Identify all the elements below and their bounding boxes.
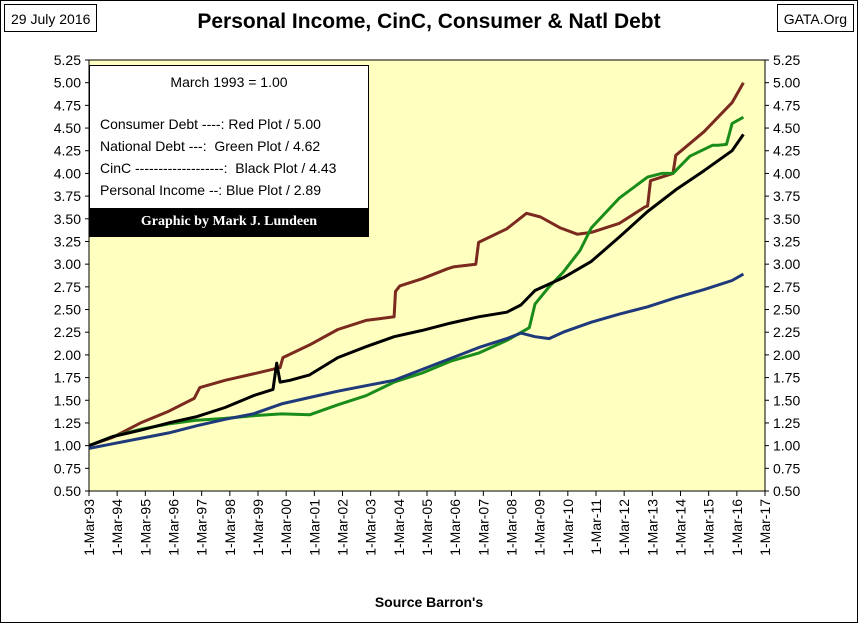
y-tick-label-left: 4.75 <box>54 97 81 113</box>
y-tick-label-right: 4.75 <box>773 97 800 113</box>
y-tick-label-right: 3.25 <box>773 233 800 249</box>
y-tick-label-left: 1.75 <box>54 370 81 386</box>
y-tick-label-right: 3.00 <box>773 256 800 272</box>
y-tick-label-left: 2.50 <box>54 302 81 318</box>
y-tick-label-right: 4.25 <box>773 143 800 159</box>
x-tick-label: 1-Mar-94 <box>109 499 125 556</box>
series-line-personal-income <box>88 272 745 450</box>
y-tick-label-right: 4.00 <box>773 165 800 181</box>
y-tick-label-left: 3.50 <box>54 211 81 227</box>
y-tick-label-left: 1.50 <box>54 392 81 408</box>
x-tick-label: 1-Mar-14 <box>673 499 689 556</box>
x-tick-label: 1-Mar-95 <box>137 499 153 556</box>
x-tick-label: 1-Mar-07 <box>475 499 491 556</box>
x-tick-label: 1-Mar-09 <box>532 499 548 556</box>
x-tick-label: 1-Mar-08 <box>504 499 520 556</box>
legend-entry-national-debt: National Debt ---: Green Plot / 4.62 <box>100 138 321 154</box>
y-tick-label-right: 1.50 <box>773 392 800 408</box>
y-tick-label-right: 1.25 <box>773 415 800 431</box>
y-tick-label-left: 3.75 <box>54 188 81 204</box>
x-tick-label: 1-Mar-02 <box>335 499 351 556</box>
x-axis: 1-Mar-93 1-Mar-94 1-Mar-95 1-Mar-96 1-Mar-97… <box>81 491 773 556</box>
y-tick-label-left: 4.25 <box>54 143 81 159</box>
y-tick-label-left: 5.00 <box>54 75 81 91</box>
y-tick-label-right: 5.25 <box>773 52 800 68</box>
x-tick-label: 1-Mar-12 <box>616 499 632 556</box>
x-tick-label: 1-Mar-13 <box>644 499 660 556</box>
y-tick-label-right: 0.75 <box>773 460 800 476</box>
x-tick-label: 1-Mar-00 <box>278 499 294 556</box>
y-axis-left: 0.50 0.75 1.00 1.25 1.50 1.75 2.00 2.25 2.50 2.75… <box>54 52 89 499</box>
y-tick-label-right: 3.75 <box>773 188 800 204</box>
x-tick-label: 1-Mar-04 <box>391 499 407 556</box>
x-tick-label: 1-Mar-10 <box>560 499 576 556</box>
y-tick-label-left: 1.25 <box>54 415 81 431</box>
x-tick-label: 1-Mar-17 <box>757 499 773 556</box>
y-tick-label-left: 3.00 <box>54 256 81 272</box>
y-tick-label-right: 2.00 <box>773 347 800 363</box>
y-tick-label-right: 3.50 <box>773 211 800 227</box>
x-tick-label: 1-Mar-06 <box>447 499 463 556</box>
legend-heading: March 1993 = 1.00 <box>170 74 288 90</box>
y-tick-label-right: 2.75 <box>773 279 800 295</box>
y-tick-label-right: 2.50 <box>773 302 800 318</box>
series-line-cinc <box>88 133 745 448</box>
y-tick-label-right: 4.50 <box>773 120 800 136</box>
y-tick-label-left: 5.25 <box>54 52 81 68</box>
x-tick-label: 1-Mar-97 <box>194 499 210 556</box>
x-tick-label: 1-Mar-15 <box>701 499 717 556</box>
y-tick-label-left: 1.00 <box>54 438 81 454</box>
x-axis-label: Source Barron's <box>374 594 484 610</box>
x-tick-label: 1-Mar-93 <box>81 499 97 556</box>
y-tick-label-right: 2.25 <box>773 324 800 340</box>
y-tick-label-right: 5.00 <box>773 75 800 91</box>
legend-entry-consumer-debt: Consumer Debt ----: Red Plot / 5.00 <box>100 116 321 132</box>
x-tick-label: 1-Mar-05 <box>419 499 435 556</box>
y-tick-label-right: 0.50 <box>773 483 800 499</box>
y-tick-label-left: 2.25 <box>54 324 81 340</box>
series-group <box>88 81 745 450</box>
x-tick-label: 1-Mar-98 <box>222 499 238 556</box>
chart-title: Personal Income, CinC, Consumer & Natl D… <box>197 10 661 33</box>
y-axis-right: 0.50 0.75 1.00 1.25 1.50 1.75 2.00 2.25 2.50 2.75… <box>765 52 800 499</box>
y-tick-label-right: 1.00 <box>773 438 800 454</box>
y-tick-label-left: 3.25 <box>54 233 81 249</box>
y-tick-label-left: 2.75 <box>54 279 81 295</box>
legend: March 1993 = 1.00 Consumer Debt ----: Re… <box>89 65 369 237</box>
y-tick-label-right: 1.75 <box>773 370 800 386</box>
y-tick-label-left: 4.50 <box>54 120 81 136</box>
source-label: GATA.Org <box>776 4 854 32</box>
legend-entry-cinc: CinC -------------------: Black Plot / 4… <box>100 160 337 176</box>
y-tick-label-left: 0.50 <box>54 483 81 499</box>
x-tick-label: 1-Mar-03 <box>363 499 379 556</box>
date-label: 29 July 2016 <box>4 4 98 32</box>
y-tick-label-left: 2.00 <box>54 347 81 363</box>
x-tick-label: 1-Mar-99 <box>250 499 266 556</box>
x-tick-label: 1-Mar-11 <box>588 499 604 555</box>
legend-entry-personal-income: Personal Income --: Blue Plot / 2.89 <box>100 182 321 198</box>
series-line-consumer-debt <box>88 81 745 448</box>
y-tick-label-left: 4.00 <box>54 165 81 181</box>
y-tick-label-left: 0.75 <box>54 460 81 476</box>
x-tick-label: 1-Mar-16 <box>729 499 745 556</box>
x-tick-label: 1-Mar-01 <box>306 499 322 556</box>
x-tick-label: 1-Mar-96 <box>166 499 182 556</box>
credit-label: Graphic by Mark J. Lundeen <box>90 208 368 236</box>
